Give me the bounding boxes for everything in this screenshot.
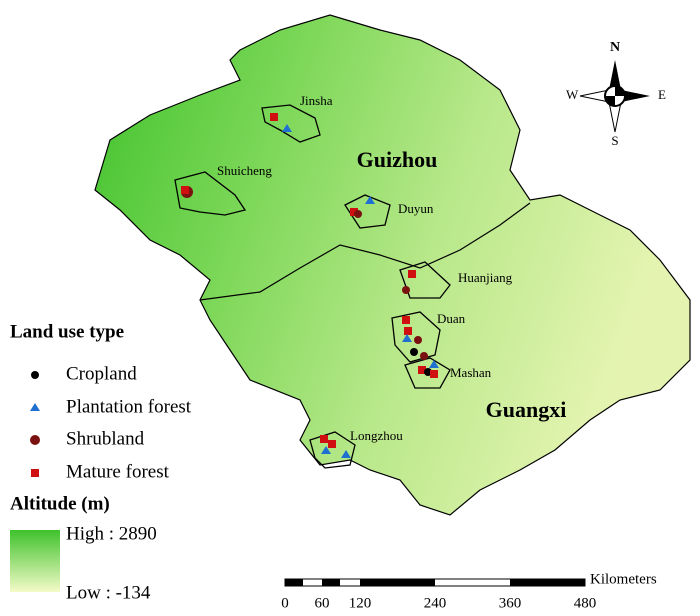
altitude-title: Altitude (m) (10, 493, 110, 514)
compass-south: S (611, 133, 618, 148)
altitude-ramp (10, 530, 60, 592)
county-outline (174, 171, 247, 216)
province-boundary (199, 202, 531, 301)
legend-symbol (31, 469, 39, 477)
county-label: Duan (437, 311, 466, 326)
legend-symbol (30, 435, 40, 445)
county-label: Mashan (450, 365, 492, 380)
legend-item: Cropland (66, 363, 137, 384)
scale-unit: Kilometers (590, 571, 657, 587)
scale-label: 60 (315, 595, 330, 611)
county-label: Duyun (398, 201, 434, 216)
county-outline (309, 431, 356, 469)
county-label: Shuicheng (217, 163, 272, 178)
region-label: Guizhou (357, 147, 438, 172)
scale-label: 480 (574, 595, 597, 611)
altitude-low: Low : -134 (66, 582, 151, 603)
legend-item: Shrubland (66, 428, 145, 449)
study-area (94, 14, 691, 516)
scale-label: 240 (424, 595, 447, 611)
site-markers (181, 113, 439, 458)
county-outline (391, 311, 441, 363)
legend-title: Land use type (10, 321, 124, 342)
scale-bar (284, 578, 586, 587)
compass-east: E (658, 87, 666, 102)
county-label: Huanjiang (458, 270, 513, 285)
county-outline (344, 194, 391, 229)
compass-west: W (566, 87, 579, 102)
legend-item: Mature forest (66, 461, 170, 482)
scale-label: 0 (281, 595, 289, 611)
compass: N S E W (566, 40, 666, 148)
county-outline (261, 104, 321, 143)
compass-north: N (610, 40, 620, 55)
scale-label: 360 (499, 595, 522, 611)
county-label: Jinsha (300, 93, 333, 108)
altitude-high: High : 2890 (66, 523, 157, 544)
county-outline (399, 261, 451, 299)
legend-symbol (30, 403, 40, 411)
scale-label: 120 (349, 595, 372, 611)
legend-symbol (31, 371, 39, 379)
county-label: Longzhou (350, 428, 403, 443)
region-label: Guangxi (486, 397, 567, 422)
legend-item: Plantation forest (66, 396, 192, 417)
